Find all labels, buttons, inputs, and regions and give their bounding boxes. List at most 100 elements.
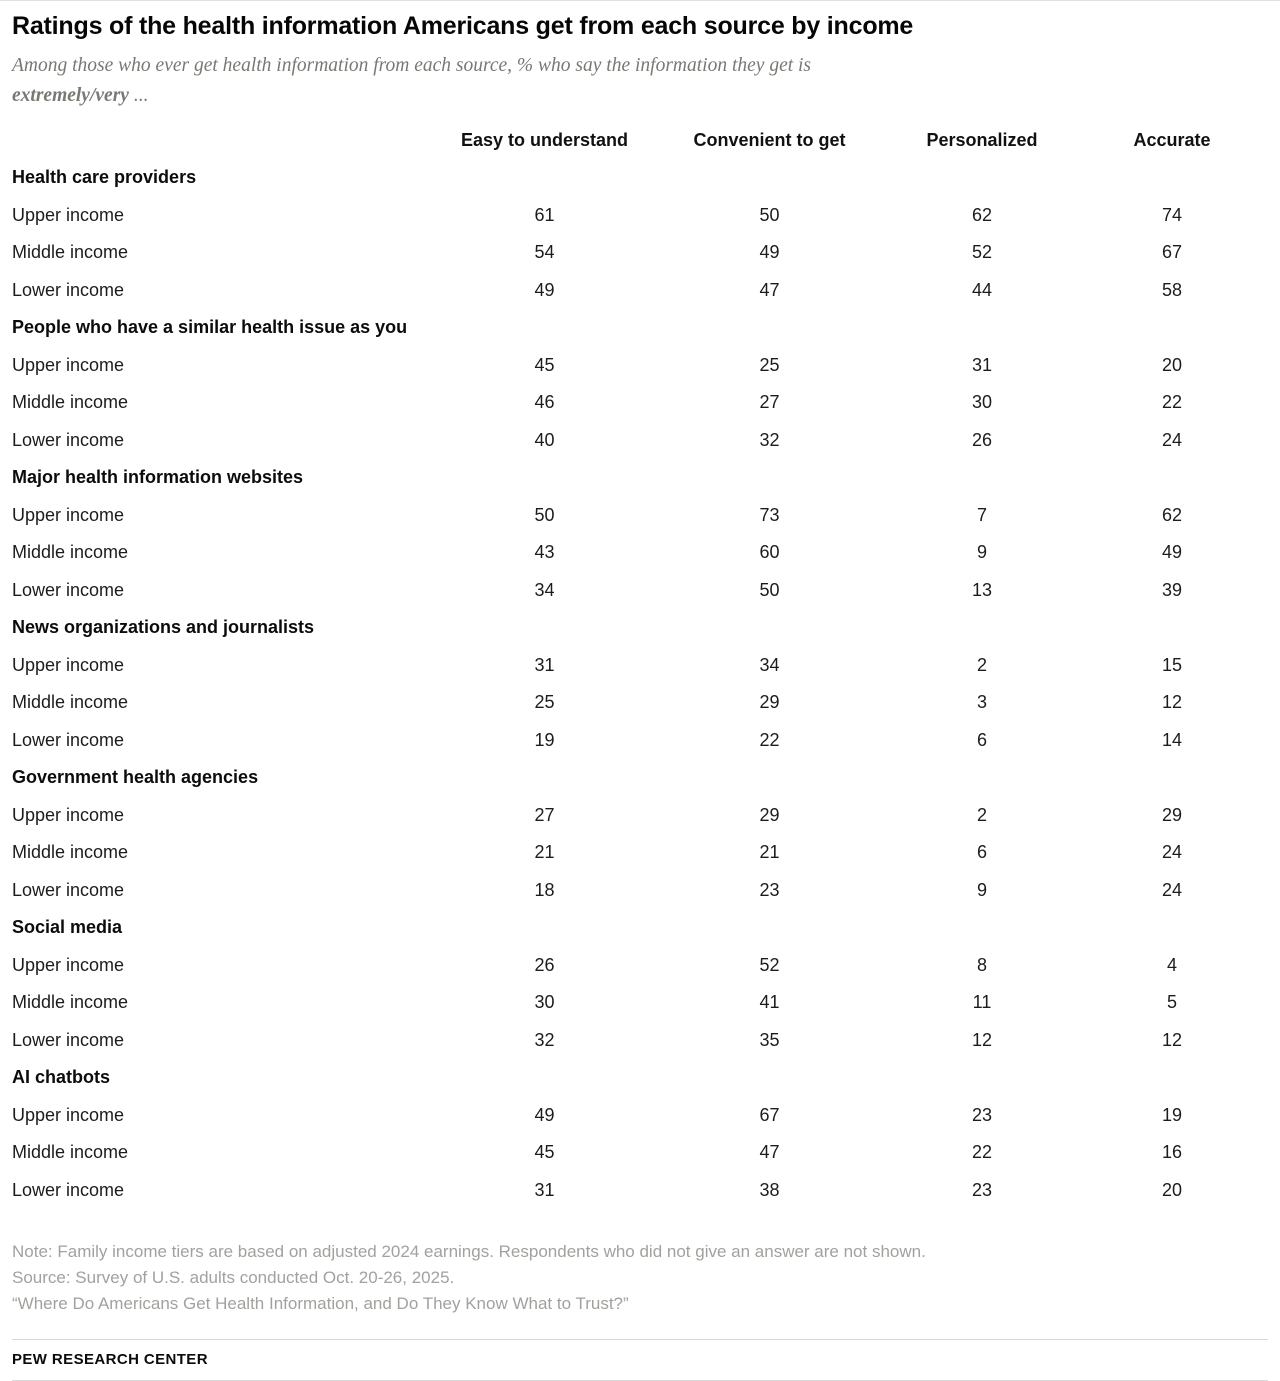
row-label: Lower income bbox=[12, 579, 125, 600]
table-row: Upper income 61 50 62 74 bbox=[12, 197, 1268, 235]
value-cell: 74 bbox=[1161, 204, 1183, 225]
value-cell: 52 bbox=[971, 242, 993, 263]
row-label: Upper income bbox=[12, 654, 125, 675]
group-header-label: AI chatbots bbox=[12, 1067, 111, 1088]
value-cell: 23 bbox=[759, 879, 780, 900]
row-label: Middle income bbox=[12, 242, 129, 263]
value-cell: 34 bbox=[759, 654, 780, 675]
brand-block: PEW RESEARCH CENTER bbox=[12, 1338, 1268, 1381]
group-header-row: AI chatbots bbox=[12, 1059, 1268, 1097]
row-label: Middle income bbox=[12, 542, 129, 563]
group-header-label: Social media bbox=[12, 917, 123, 938]
value-cell: 13 bbox=[971, 579, 993, 600]
value-cell: 24 bbox=[1161, 879, 1183, 900]
row-label: Middle income bbox=[12, 992, 129, 1013]
value-cell: 11 bbox=[972, 992, 992, 1013]
value-cell: 31 bbox=[971, 354, 993, 375]
value-cell: 31 bbox=[534, 1179, 555, 1200]
brand-wordmark: PEW RESEARCH CENTER bbox=[12, 1350, 208, 1368]
table-row: Lower income 18 23 9 24 bbox=[12, 872, 1268, 910]
value-cell: 32 bbox=[534, 1029, 555, 1050]
value-cell: 43 bbox=[534, 542, 555, 563]
table-row: Middle income 21 21 6 24 bbox=[12, 834, 1268, 872]
value-cell: 62 bbox=[1161, 504, 1183, 525]
value-cell: 7 bbox=[976, 504, 987, 525]
row-label: Upper income bbox=[12, 354, 125, 375]
row-label: Lower income bbox=[12, 1179, 125, 1200]
table-row: Middle income 43 60 9 49 bbox=[12, 534, 1268, 572]
group-header-row: People who have a similar health issue a… bbox=[12, 309, 1268, 347]
value-cell: 41 bbox=[759, 992, 780, 1013]
value-cell: 6 bbox=[976, 729, 987, 750]
value-cell: 20 bbox=[1161, 1179, 1183, 1200]
row-label: Middle income bbox=[12, 842, 129, 863]
value-cell: 31 bbox=[534, 654, 555, 675]
value-cell: 29 bbox=[1161, 804, 1183, 825]
value-cell: 24 bbox=[1161, 429, 1183, 450]
column-header-accurate: Accurate bbox=[1133, 129, 1211, 150]
value-cell: 49 bbox=[534, 1104, 555, 1125]
row-label: Upper income bbox=[12, 204, 125, 225]
group-header-row: Health care providers bbox=[12, 159, 1268, 197]
value-cell: 4 bbox=[1166, 954, 1177, 975]
table-row: Middle income 54 49 52 67 bbox=[12, 234, 1268, 272]
row-label: Upper income bbox=[12, 954, 125, 975]
report-title-text: “Where Do Americans Get Health Informati… bbox=[12, 1293, 629, 1313]
table-row: Upper income 49 67 23 19 bbox=[12, 1097, 1268, 1135]
column-header-personalized: Personalized bbox=[926, 129, 1038, 150]
group-header-row: Major health information websites bbox=[12, 459, 1268, 497]
value-cell: 29 bbox=[759, 692, 780, 713]
value-cell: 19 bbox=[1161, 1104, 1183, 1125]
value-cell: 35 bbox=[759, 1029, 780, 1050]
row-label: Lower income bbox=[12, 729, 125, 750]
value-cell: 3 bbox=[976, 692, 987, 713]
value-cell: 49 bbox=[759, 242, 780, 263]
value-cell: 61 bbox=[534, 204, 555, 225]
value-cell: 24 bbox=[1161, 842, 1183, 863]
value-cell: 21 bbox=[759, 842, 780, 863]
value-cell: 25 bbox=[759, 354, 780, 375]
value-cell: 14 bbox=[1161, 729, 1183, 750]
subtitle-trail: ... bbox=[128, 85, 149, 107]
column-header-row: Easy to understand Convenient to get Per… bbox=[12, 122, 1268, 160]
data-table: Easy to understand Convenient to get Per… bbox=[12, 122, 1268, 1210]
value-cell: 25 bbox=[534, 692, 555, 713]
row-label: Upper income bbox=[12, 1104, 125, 1125]
row-label: Upper income bbox=[12, 804, 125, 825]
group-header-label: News organizations and journalists bbox=[12, 617, 315, 638]
column-header-easy: Easy to understand bbox=[460, 129, 629, 150]
table-row: Middle income 45 47 22 16 bbox=[12, 1134, 1268, 1172]
value-cell: 39 bbox=[1161, 579, 1183, 600]
value-cell: 23 bbox=[971, 1104, 993, 1125]
value-cell: 12 bbox=[971, 1029, 993, 1050]
table-row: Upper income 27 29 2 29 bbox=[12, 797, 1268, 835]
value-cell: 44 bbox=[971, 279, 993, 300]
row-label: Lower income bbox=[12, 879, 125, 900]
value-cell: 67 bbox=[1161, 242, 1183, 263]
table-row: Lower income 34 50 13 39 bbox=[12, 572, 1268, 610]
group-header-label: Major health information websites bbox=[12, 467, 304, 488]
value-cell: 49 bbox=[534, 279, 555, 300]
table-row: Upper income 50 73 7 62 bbox=[12, 497, 1268, 535]
value-cell: 30 bbox=[534, 992, 555, 1013]
value-cell: 45 bbox=[534, 354, 555, 375]
value-cell: 22 bbox=[759, 729, 780, 750]
group-header-label: Government health agencies bbox=[12, 767, 259, 788]
value-cell: 52 bbox=[759, 954, 780, 975]
value-cell: 49 bbox=[1161, 542, 1183, 563]
value-cell: 27 bbox=[759, 392, 780, 413]
subtitle-lead: Among those who ever get health informat… bbox=[12, 55, 812, 77]
row-label: Upper income bbox=[12, 504, 125, 525]
row-label: Middle income bbox=[12, 1142, 129, 1163]
table-row: Upper income 45 25 31 20 bbox=[12, 347, 1268, 385]
page-title: Ratings of the health information Americ… bbox=[12, 12, 914, 40]
value-cell: 9 bbox=[976, 542, 987, 563]
value-cell: 15 bbox=[1161, 654, 1183, 675]
value-cell: 40 bbox=[534, 429, 555, 450]
value-cell: 22 bbox=[1161, 392, 1183, 413]
row-label: Middle income bbox=[12, 692, 129, 713]
value-cell: 30 bbox=[971, 392, 993, 413]
row-label: Lower income bbox=[12, 429, 125, 450]
value-cell: 50 bbox=[759, 204, 780, 225]
value-cell: 2 bbox=[976, 804, 987, 825]
